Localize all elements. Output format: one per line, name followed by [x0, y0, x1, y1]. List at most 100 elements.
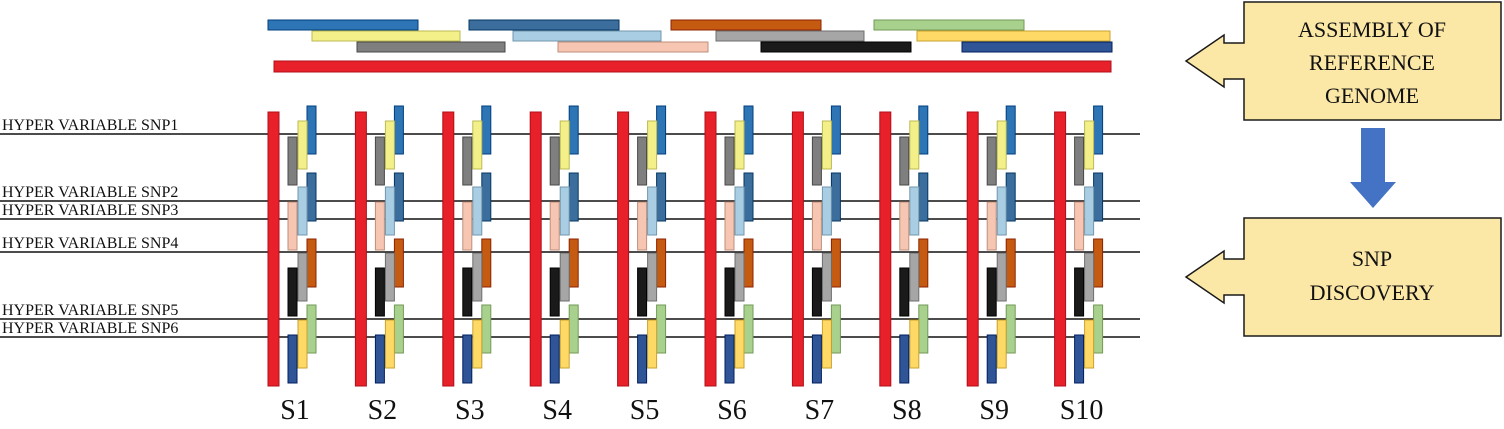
- read-fragment: [656, 172, 667, 222]
- read-fragment: [1074, 267, 1085, 317]
- read-fragment: [637, 267, 648, 317]
- sample-column: [966, 105, 1016, 387]
- sample-column: [529, 105, 579, 387]
- reference-read: [529, 111, 542, 387]
- read-fragment: [384, 319, 395, 369]
- read-fragment: [821, 319, 832, 369]
- read-fragment: [909, 319, 920, 369]
- read-fragment: [462, 201, 473, 251]
- read-fragment: [743, 172, 754, 222]
- read-fragment: [724, 136, 735, 186]
- assembly-callout-line2: REFERENCE: [1309, 50, 1435, 75]
- sample-label: S2: [368, 395, 398, 426]
- read-fragment: [734, 252, 745, 302]
- sample-column: [267, 105, 317, 387]
- snp-discovery-callout-line1: SNP: [1352, 246, 1392, 271]
- read-fragment: [647, 120, 658, 170]
- sample-columns: [267, 105, 1104, 387]
- read-fragment: [1005, 238, 1016, 288]
- read-fragment: [916, 30, 1111, 42]
- assembly-callout: ASSEMBLY OF REFERENCE GENOME: [1184, 1, 1502, 121]
- read-fragment: [384, 120, 395, 170]
- read-fragment: [670, 19, 822, 31]
- read-fragment: [656, 304, 667, 354]
- read-fragment: [512, 30, 662, 42]
- read-fragment: [656, 105, 667, 155]
- read-fragment: [549, 136, 560, 186]
- read-fragment: [647, 252, 658, 302]
- read-fragment: [306, 172, 317, 222]
- snp-label: HYPER VARIABLE SNP6: [2, 320, 178, 337]
- reference-read: [267, 111, 280, 387]
- read-fragment: [830, 304, 841, 354]
- read-fragment: [743, 238, 754, 288]
- read-fragment: [899, 334, 910, 384]
- read-fragment: [830, 172, 841, 222]
- read-fragment: [267, 19, 419, 31]
- read-fragment: [468, 19, 620, 31]
- read-fragment: [297, 319, 308, 369]
- read-fragment: [311, 30, 461, 42]
- read-fragment: [1084, 186, 1095, 236]
- read-fragment: [393, 172, 404, 222]
- snp-label: HYPER VARIABLE SNP1: [2, 117, 178, 134]
- read-fragment: [481, 105, 492, 155]
- read-fragment: [760, 41, 912, 53]
- read-fragment: [568, 172, 579, 222]
- read-fragment: [734, 319, 745, 369]
- read-fragment: [918, 105, 929, 155]
- read-fragment: [821, 252, 832, 302]
- read-fragment: [986, 334, 997, 384]
- read-fragment: [287, 267, 298, 317]
- read-fragment: [481, 304, 492, 354]
- sample-label: S6: [717, 395, 747, 426]
- down-arrow: [1350, 128, 1396, 208]
- assembly-callout-line3: GENOME: [1325, 83, 1419, 108]
- read-fragment: [297, 186, 308, 236]
- reference-genome-bar: [273, 60, 1112, 73]
- read-fragment: [734, 120, 745, 170]
- sample-column: [791, 105, 841, 387]
- read-fragment: [830, 238, 841, 288]
- read-fragment: [830, 105, 841, 155]
- read-fragment: [374, 201, 385, 251]
- read-fragment: [918, 238, 929, 288]
- snp-discovery-callout-shape: [1184, 217, 1502, 337]
- snp-label: HYPER VARIABLE SNP4: [2, 235, 178, 252]
- read-fragment: [743, 105, 754, 155]
- read-fragment: [1093, 105, 1104, 155]
- sample-label: S8: [892, 395, 922, 426]
- read-fragment: [568, 304, 579, 354]
- sample-label: S1: [280, 395, 310, 426]
- read-fragment: [909, 252, 920, 302]
- read-fragment: [996, 252, 1007, 302]
- read-fragment: [297, 252, 308, 302]
- read-fragment: [724, 334, 735, 384]
- reference-read: [966, 111, 979, 387]
- sample-label: S3: [455, 395, 485, 426]
- read-fragment: [996, 186, 1007, 236]
- read-fragment: [986, 201, 997, 251]
- read-fragment: [1074, 201, 1085, 251]
- read-fragment: [996, 319, 1007, 369]
- read-fragment: [306, 304, 317, 354]
- read-fragment: [1093, 304, 1104, 354]
- sample-column: [879, 105, 929, 387]
- sample-column: [1054, 105, 1104, 387]
- reference-read: [617, 111, 630, 387]
- read-fragment: [472, 120, 483, 170]
- read-fragment: [559, 252, 570, 302]
- read-fragment: [811, 136, 822, 186]
- read-fragment: [462, 334, 473, 384]
- read-fragment: [899, 267, 910, 317]
- read-fragment: [472, 319, 483, 369]
- read-fragment: [306, 238, 317, 288]
- read-fragment: [384, 186, 395, 236]
- read-fragment: [297, 120, 308, 170]
- read-fragment: [462, 267, 473, 317]
- read-fragment: [647, 319, 658, 369]
- read-fragment: [996, 120, 1007, 170]
- reference-read: [704, 111, 717, 387]
